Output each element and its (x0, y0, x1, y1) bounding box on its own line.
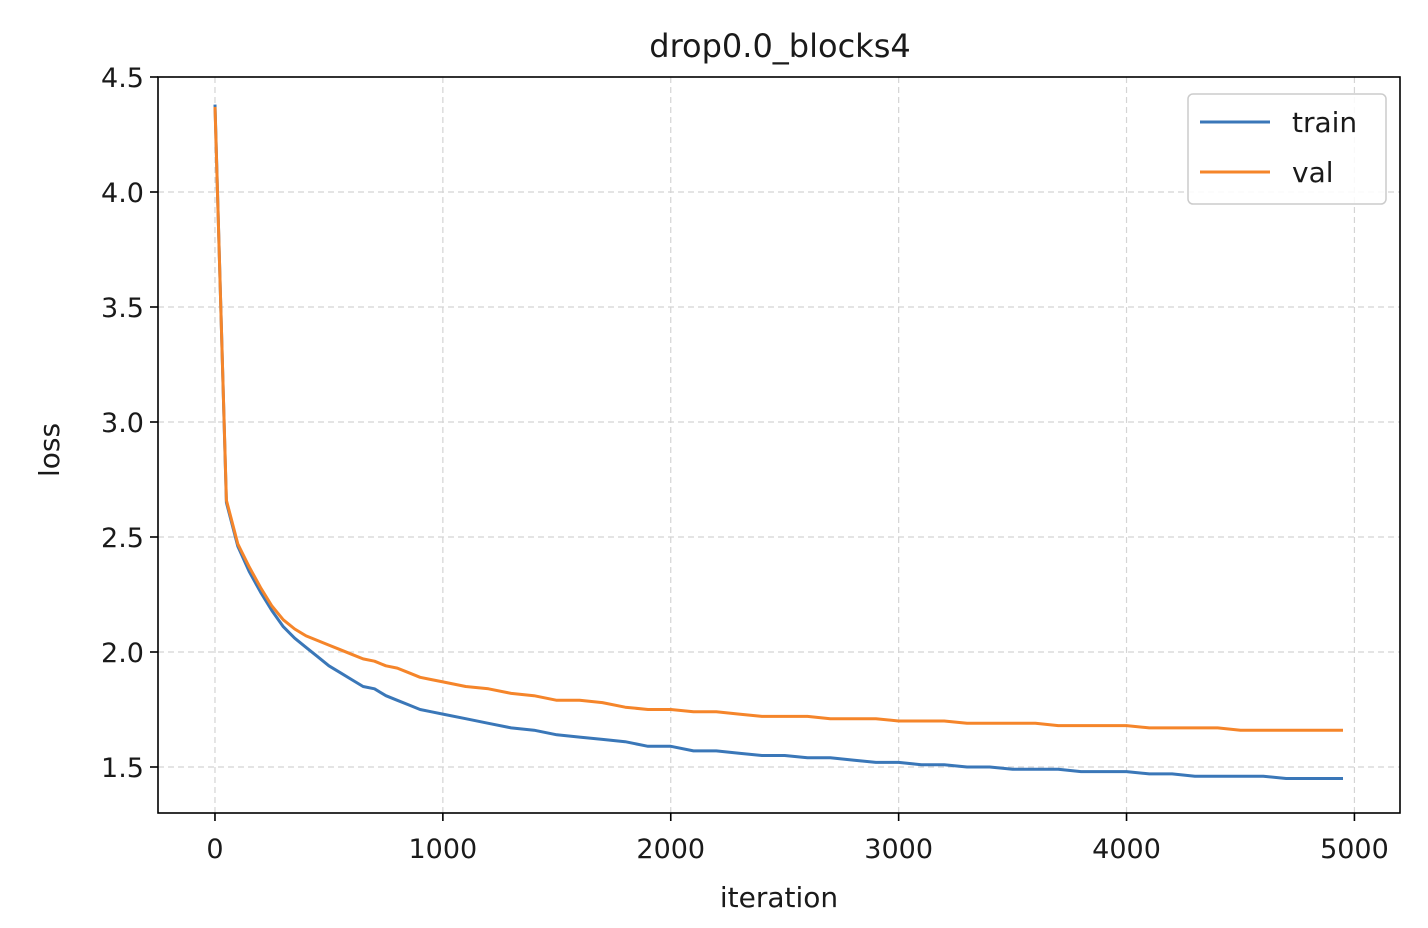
y-tick-label: 3.5 (101, 293, 144, 324)
legend-label-val: val (1292, 156, 1334, 189)
y-tick-label: 1.5 (101, 753, 144, 784)
y-axis: 1.5 2.0 2.5 3.0 3.5 4.0 4.5 (101, 63, 158, 784)
x-tick-label: 4000 (1092, 834, 1161, 865)
chart-title: drop0.0_blocks4 (649, 27, 910, 65)
legend-label-train: train (1292, 106, 1357, 139)
y-tick-label: 4.5 (101, 63, 144, 94)
x-tick-label: 5000 (1320, 834, 1389, 865)
y-tick-label: 2.5 (101, 523, 144, 554)
plot-series (213, 104, 1343, 780)
x-axis: 0 1000 2000 3000 4000 5000 (206, 813, 1389, 865)
y-axis-label: loss (33, 423, 66, 477)
y-tick-label: 3.0 (101, 408, 144, 439)
x-tick-label: 0 (206, 834, 223, 865)
y-tick-label: 2.0 (101, 638, 144, 669)
y-tick-label: 4.0 (101, 178, 144, 209)
x-axis-label: iteration (720, 881, 838, 914)
x-tick-label: 1000 (409, 834, 478, 865)
x-tick-label: 3000 (864, 834, 933, 865)
series-line-val (213, 106, 1343, 732)
x-tick-label: 2000 (636, 834, 705, 865)
legend: train val (1187, 93, 1387, 205)
series-line-train (213, 104, 1343, 780)
plot-frame (157, 76, 1401, 814)
